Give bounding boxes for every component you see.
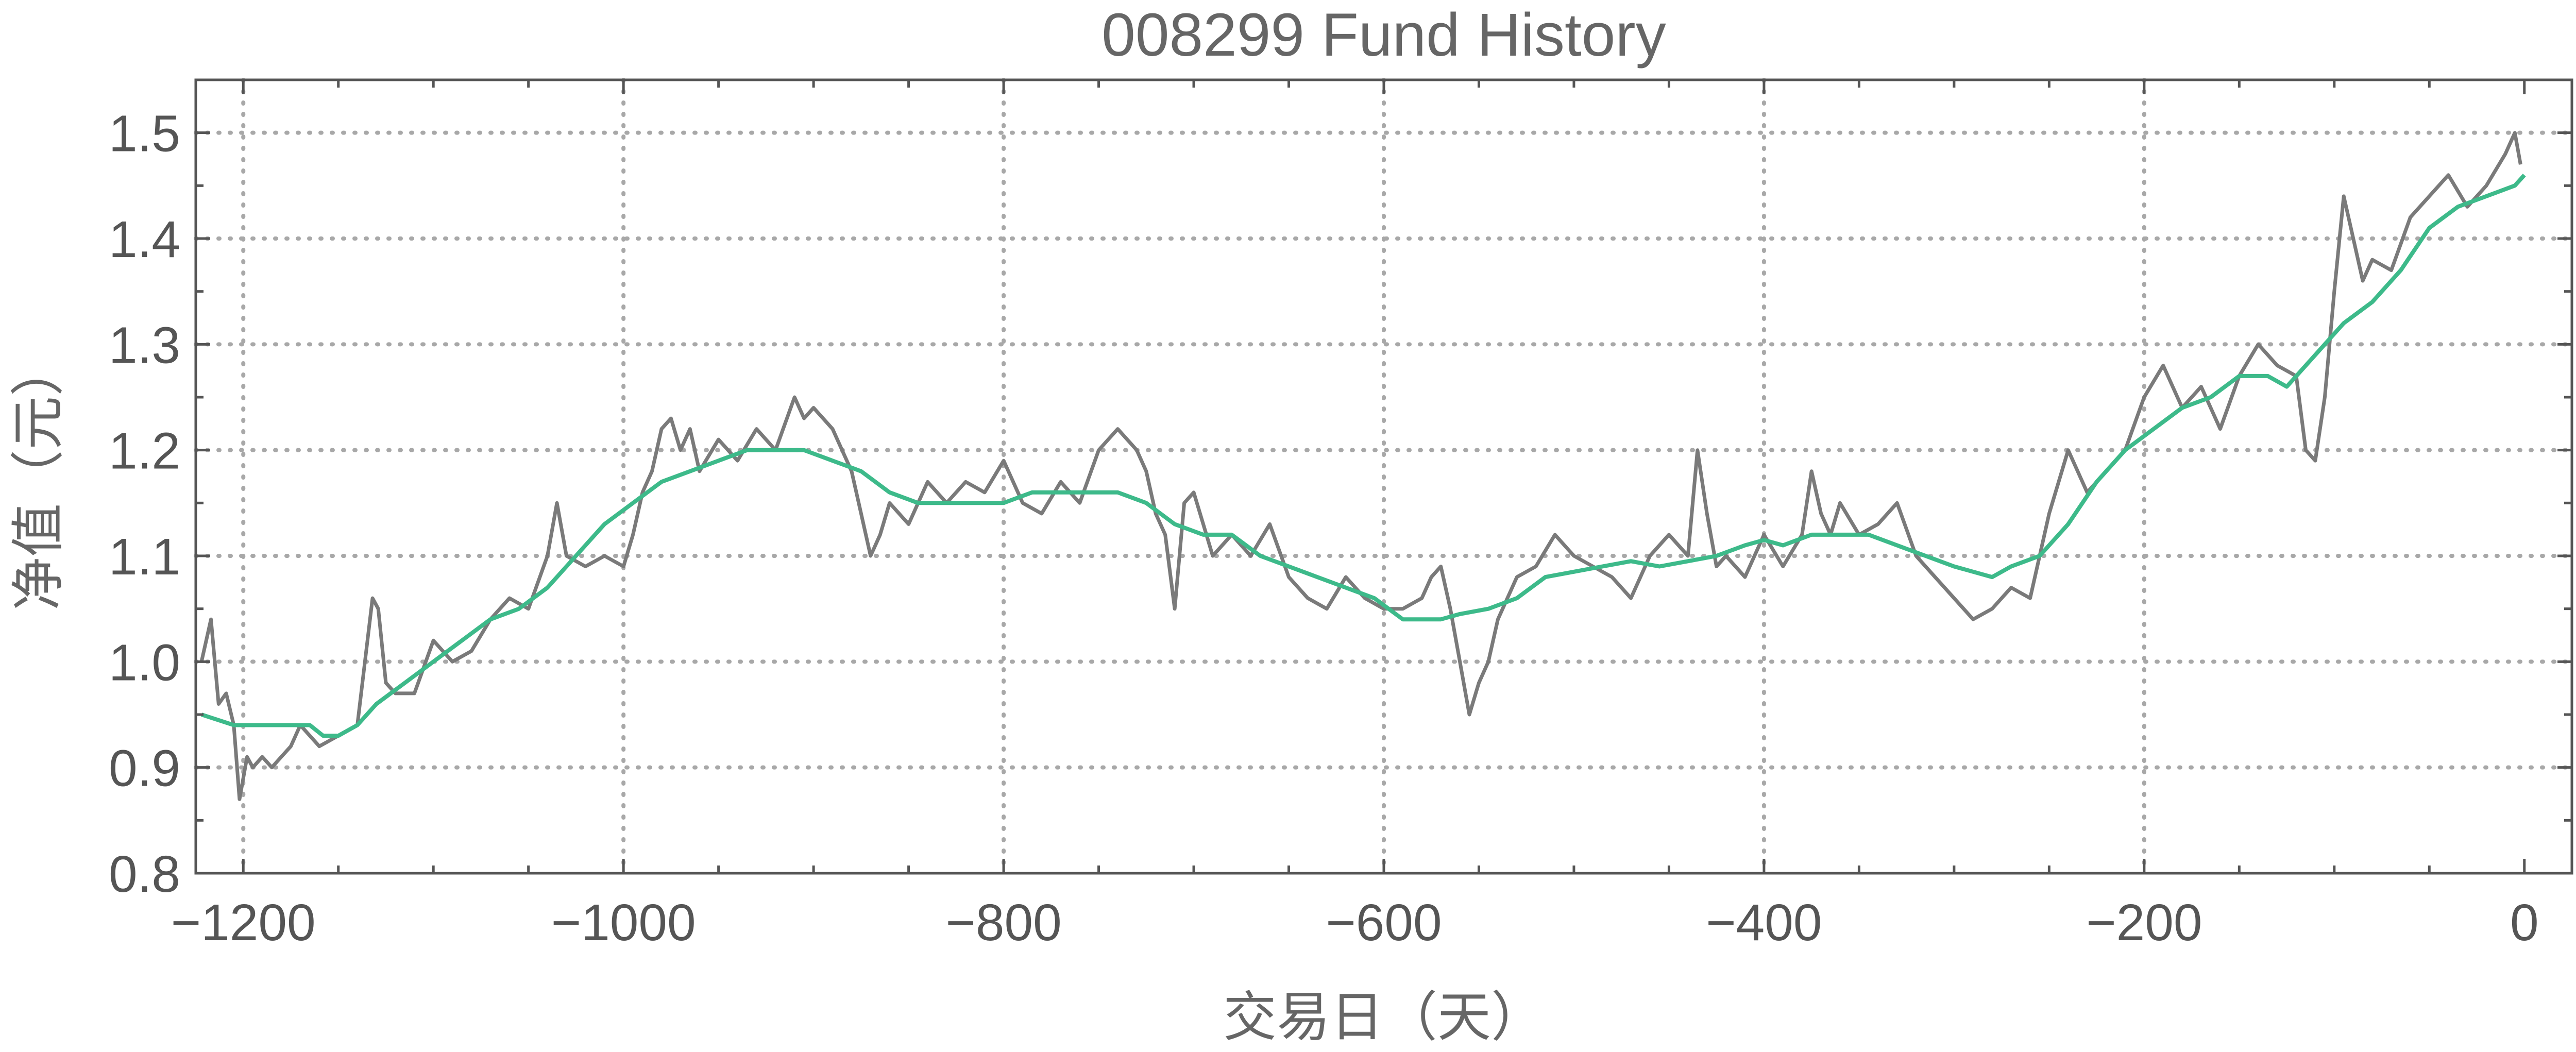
y-tick-label: 0.9 [109, 740, 180, 798]
x-tick-label: −600 [1326, 894, 1442, 952]
x-tick-label: 0 [2510, 894, 2539, 952]
x-tick-label: −1200 [171, 894, 316, 952]
y-tick-label: 1.0 [109, 634, 180, 691]
y-tick-label: 1.5 [109, 105, 180, 163]
series-layer [199, 131, 2526, 801]
tick-layer: −1200 −1000 −800 −600 −400 −200 0 0.8 0.9 1.0 1.1 1… [109, 78, 2572, 952]
y-tick-label: 1.3 [109, 316, 180, 374]
y-tick-label: 1.1 [109, 528, 180, 586]
y-tick-label: 1.2 [109, 422, 180, 480]
x-tick-label: −200 [2086, 894, 2202, 952]
moving-average-line [200, 174, 2526, 738]
x-axis-label: 交易日（天） [1223, 986, 1545, 1048]
grid-layer [194, 78, 2574, 875]
y-axis-label: 净值（元） [7, 343, 70, 610]
y-tick-label: 1.4 [109, 211, 180, 268]
x-tick-label: −800 [945, 894, 1061, 952]
y-tick-label: 0.8 [109, 845, 180, 903]
chart-title: 008299 Fund History [1101, 1, 1666, 69]
x-tick-label: −1000 [551, 894, 696, 952]
x-tick-label: −400 [1706, 894, 1822, 952]
